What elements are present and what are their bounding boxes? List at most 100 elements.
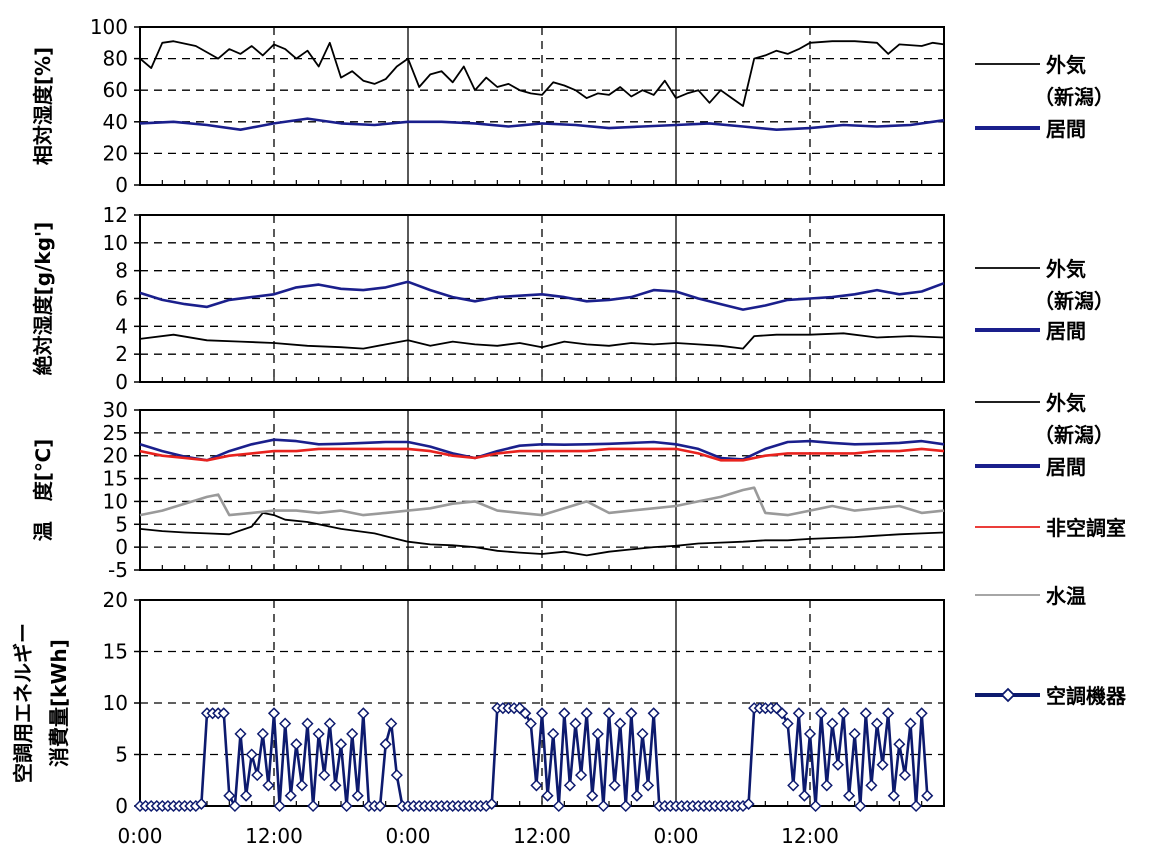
legend-label: （新潟） <box>1034 289 1114 313</box>
data-point-marker <box>301 717 314 730</box>
data-point-marker <box>240 789 253 802</box>
y-axis-label: 空調用エネルギー <box>11 623 35 783</box>
series-line-1 <box>140 706 929 808</box>
data-point-marker <box>820 779 833 792</box>
data-point-marker <box>217 707 230 720</box>
data-point-marker <box>625 707 638 720</box>
panel-1: 100 80 60 40 20 0 相対湿度[%] 外気 （新潟） 居間 <box>31 15 1114 197</box>
legend-label: （新潟） <box>1034 423 1114 447</box>
data-point-marker <box>798 789 811 802</box>
data-point-marker <box>848 727 861 740</box>
y-tick-label: 10 <box>103 489 128 513</box>
data-point-marker <box>893 738 906 751</box>
data-point-marker <box>524 717 537 730</box>
data-point-marker <box>781 717 794 730</box>
data-point-marker <box>340 799 353 813</box>
data-point-marker <box>636 727 649 740</box>
data-point-marker <box>647 707 660 720</box>
data-point-marker <box>904 717 917 730</box>
legend-label: 外気 <box>1046 257 1086 281</box>
y-tick-label: 0 <box>115 535 128 559</box>
series-line-1 <box>139 512 945 557</box>
legend-label: 非空調室 <box>1046 516 1126 540</box>
y-tick-label: 15 <box>103 640 128 664</box>
data-point-marker <box>776 707 789 720</box>
data-point-marker <box>787 779 800 792</box>
data-point-marker <box>809 799 822 813</box>
y-tick-label: 40 <box>103 110 128 134</box>
data-point-marker <box>519 707 532 720</box>
data-point-marker <box>351 789 364 802</box>
data-point-marker <box>307 799 320 813</box>
data-point-marker <box>334 738 348 751</box>
data-point-marker <box>329 779 342 792</box>
data-point-marker <box>290 738 303 751</box>
data-point-marker <box>223 789 236 802</box>
legend-label: 居間 <box>1046 455 1086 479</box>
data-point-marker <box>318 769 331 782</box>
data-point-marker <box>608 779 621 792</box>
y-tick-label: 0 <box>115 173 128 197</box>
data-point-marker <box>642 779 655 792</box>
data-point-marker <box>284 789 297 802</box>
data-point-marker <box>273 799 286 813</box>
data-point-marker <box>815 707 828 720</box>
series-line-2 <box>139 280 945 311</box>
series-line-4 <box>139 486 945 517</box>
y-tick-label: -5 <box>108 558 128 582</box>
series-line-3 <box>139 447 945 462</box>
y-tick-label: 80 <box>103 47 128 71</box>
data-point-marker <box>580 707 593 720</box>
data-point-marker <box>541 789 554 802</box>
data-point-marker <box>876 758 889 771</box>
y-tick-label: 20 <box>103 444 128 468</box>
data-point-marker <box>837 707 850 720</box>
x-tick-label: 12:00 <box>245 824 303 848</box>
data-point-marker <box>602 707 616 720</box>
data-point-marker <box>251 769 264 782</box>
y-tick-label: 4 <box>115 314 128 338</box>
data-point-marker <box>591 727 604 740</box>
legend-marker <box>1000 687 1016 703</box>
y-tick-label: 10 <box>103 231 128 255</box>
data-point-marker <box>357 707 370 720</box>
data-point-marker <box>323 717 336 730</box>
data-point-marker <box>887 789 900 802</box>
legend-label: （新潟） <box>1034 85 1114 109</box>
data-point-marker <box>346 727 359 740</box>
y-axis-label: 消費量[kWh] <box>47 639 71 767</box>
y-tick-label: 15 <box>103 467 128 491</box>
data-point-marker <box>267 707 281 720</box>
legend-label: 空調機器 <box>1046 684 1127 708</box>
data-point-marker <box>870 717 884 730</box>
plot-frame <box>139 409 945 571</box>
data-point-marker <box>256 727 269 740</box>
plot-frame <box>139 599 945 807</box>
x-tick-label: 0:00 <box>118 824 163 848</box>
data-point-marker <box>831 758 844 771</box>
y-tick-label: 30 <box>103 398 128 422</box>
data-point-marker <box>575 769 588 782</box>
legend-label: 居間 <box>1046 319 1086 343</box>
data-point-marker <box>826 717 839 730</box>
data-point-marker <box>530 779 543 792</box>
data-point-marker <box>569 717 582 730</box>
y-tick-label: 12 <box>103 203 128 227</box>
legend-label: 水温 <box>1046 584 1086 608</box>
data-point-marker <box>597 799 610 813</box>
data-point-marker <box>859 707 872 720</box>
y-tick-label: 0 <box>115 370 128 394</box>
data-point-marker <box>552 799 565 813</box>
y-tick-label: 2 <box>115 342 128 366</box>
data-point-marker <box>898 769 911 782</box>
plot-frame <box>139 26 945 186</box>
data-point-marker <box>614 717 627 730</box>
x-tick-label: 12:00 <box>513 824 571 848</box>
x-tick-label: 0:00 <box>654 824 699 848</box>
data-point-marker <box>485 797 498 811</box>
y-tick-label: 0 <box>115 794 128 818</box>
y-tick-label: 5 <box>115 512 128 536</box>
y-tick-label: 20 <box>103 588 128 612</box>
legend-label: 外気 <box>1046 53 1086 77</box>
